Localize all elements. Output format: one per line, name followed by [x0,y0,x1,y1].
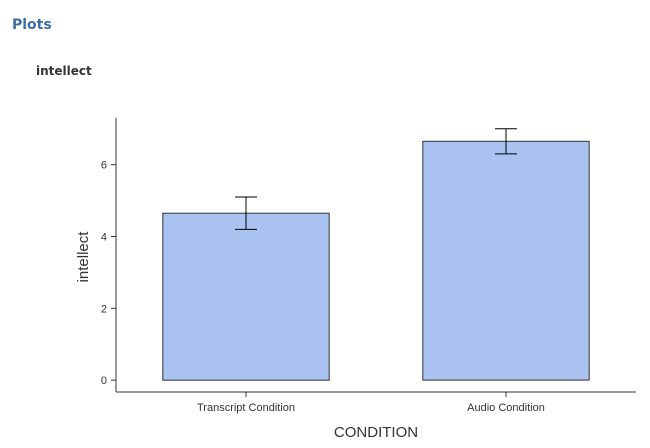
y-axis-ticks: 0 2 4 6 [101,160,116,387]
error-bars-layer [235,128,517,230]
x-axis-title: CONDITION [334,424,418,441]
y-axis-title: intellect [75,231,92,283]
y-tick-label: 4 [101,232,107,244]
x-axis-ticks: Transcript Condition Audio Condition [197,392,545,414]
x-tick-label: Audio Condition [467,402,545,414]
bar [422,140,590,381]
section-header: Plots [12,17,52,33]
y-tick-label: 2 [101,303,107,315]
bar [162,212,330,381]
y-tick-label: 6 [101,160,107,172]
plot-title: intellect [36,64,92,78]
y-tick-label: 0 [101,375,107,387]
bars-layer [162,140,590,381]
x-tick-label: Transcript Condition [197,402,295,414]
